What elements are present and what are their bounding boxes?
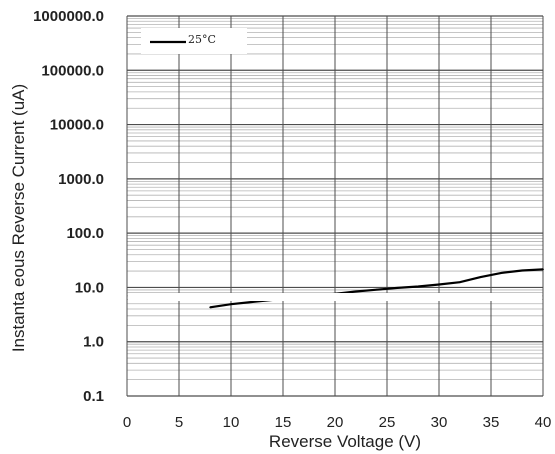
- data-point: [458, 281, 461, 284]
- y-tick-labels: 1000000.0 100000.0 10000.0 1000.0 100.0 10.0 1…: [33, 8, 104, 405]
- data-point: [250, 301, 253, 303]
- data-point: [396, 287, 399, 289]
- data-point: [479, 276, 482, 278]
- data-point: [230, 303, 232, 306]
- x-tick-label: 35: [483, 414, 500, 431]
- y-tick-label: 10000.0: [50, 117, 104, 134]
- data-point: [521, 269, 524, 272]
- y-tick-label: 10.0: [75, 279, 104, 296]
- data-point: [417, 285, 420, 288]
- y-tick-label: 100.0: [66, 225, 104, 242]
- data-point: [354, 290, 357, 293]
- x-tick-labels: 0 5 10 15 20 25 30 35 40: [123, 414, 552, 431]
- mask-band: [128, 293, 542, 301]
- y-tick-label: 1000.0: [58, 171, 104, 188]
- x-tick-label: 10: [223, 414, 240, 431]
- data-point: [438, 283, 440, 286]
- legend-label: 25°C: [188, 33, 216, 46]
- x-tick-label: 25: [379, 414, 396, 431]
- data-point: [542, 268, 544, 271]
- legend: 25°C: [128, 28, 542, 301]
- y-tick-label: 0.1: [83, 388, 104, 405]
- y-tick-label: 1000000.0: [33, 8, 104, 25]
- x-tick-label: 40: [535, 414, 552, 431]
- x-tick-label: 30: [431, 414, 448, 431]
- x-tick-label: 0: [123, 414, 131, 431]
- x-axis-title: Reverse Voltage (V): [269, 432, 421, 451]
- x-tick-label: 20: [327, 414, 344, 431]
- y-axis-title: Instanta eous Reverse Current (uA): [9, 84, 28, 352]
- data-point: [375, 288, 378, 291]
- major-gridlines: [126, 15, 544, 397]
- y-tick-label: 1.0: [83, 334, 104, 351]
- x-tick-label: 5: [175, 414, 183, 431]
- data-point: [500, 272, 503, 274]
- y-tick-label: 100000.0: [41, 62, 104, 79]
- x-tick-label: 15: [275, 414, 292, 431]
- data-point: [209, 306, 212, 309]
